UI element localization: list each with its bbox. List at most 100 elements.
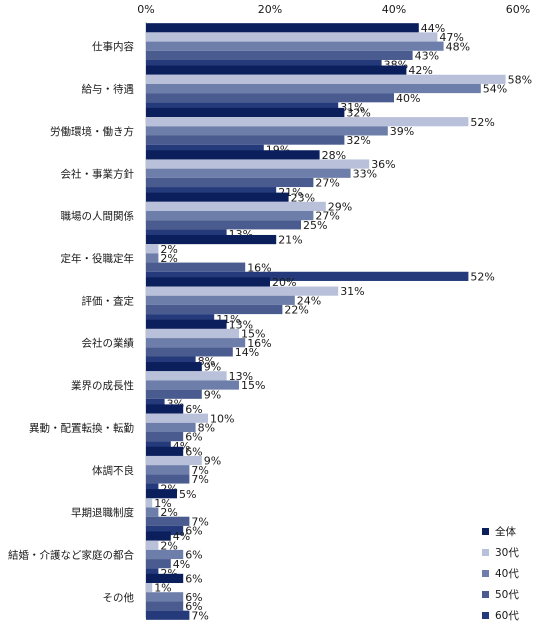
bar-5	[146, 525, 184, 536]
bar-2	[146, 498, 153, 508]
data-label: 27%	[315, 177, 339, 190]
category-label: 体調不良	[92, 464, 134, 477]
bar-2	[146, 413, 208, 423]
bar-5	[146, 483, 159, 493]
bar-3	[146, 83, 481, 94]
bar-3	[146, 253, 159, 263]
bar-1	[146, 65, 407, 75]
data-label: 7%	[191, 515, 208, 528]
data-label: 20%	[272, 276, 296, 289]
data-label: 15%	[241, 379, 265, 392]
bar-3	[146, 507, 159, 517]
data-label: 13%	[229, 370, 253, 383]
bar-3	[146, 380, 239, 390]
data-label: 24%	[297, 294, 321, 307]
bar-4	[146, 50, 413, 60]
bar-2	[146, 117, 469, 127]
data-label: 6%	[185, 600, 202, 613]
bar-5	[146, 144, 264, 154]
bar-4	[146, 559, 171, 569]
bar-2	[146, 286, 339, 296]
data-label: 6%	[185, 403, 202, 416]
data-label: 28%	[322, 149, 346, 162]
data-label: 2%	[160, 506, 177, 519]
category-label: 仕事内容	[92, 40, 134, 53]
data-label: 1%	[154, 582, 171, 595]
data-label: 29%	[328, 201, 352, 214]
category-label: 会社の業績	[82, 337, 135, 350]
data-label: 27%	[315, 210, 339, 223]
data-label: 6%	[185, 591, 202, 604]
bar-5	[146, 271, 469, 281]
legend-label: 全体	[495, 525, 516, 538]
bar-5	[146, 568, 159, 578]
bar-1	[146, 234, 277, 245]
data-label: 6%	[185, 431, 202, 444]
legend-swatch	[482, 528, 489, 535]
bar-1	[146, 489, 177, 499]
legend-swatch	[482, 570, 489, 577]
bar-5	[146, 398, 165, 409]
category-label: 労働環境・働き方	[50, 125, 134, 138]
data-label: 6%	[185, 445, 202, 458]
bar-2	[146, 74, 506, 84]
data-label: 2%	[160, 252, 177, 265]
data-label: 8%	[198, 355, 215, 368]
data-label: 44%	[421, 22, 445, 35]
bar-1	[146, 107, 345, 118]
data-label: 47%	[439, 31, 463, 44]
data-label: 33%	[353, 167, 377, 180]
legend-label: 30代	[495, 547, 519, 559]
bar-4	[146, 601, 184, 611]
x-tick-label: 0%	[137, 3, 154, 16]
bar-2	[146, 455, 202, 466]
bar-2	[146, 244, 159, 254]
data-label: 7%	[191, 464, 208, 477]
category-label: 会社・事業方針	[61, 167, 135, 180]
bar-4	[146, 347, 233, 357]
bar-1	[146, 319, 227, 329]
data-label: 6%	[185, 573, 202, 586]
bar-3	[146, 465, 190, 475]
data-label: 5%	[179, 488, 196, 501]
data-label: 58%	[508, 73, 532, 86]
data-label: 23%	[291, 191, 315, 204]
x-tick-label: 60%	[506, 3, 530, 16]
data-label: 40%	[396, 92, 420, 105]
bar-1	[146, 573, 184, 584]
legend-label: 60代	[495, 610, 519, 622]
data-label: 43%	[415, 49, 439, 62]
data-label: 52%	[470, 270, 494, 283]
bar-3	[146, 295, 295, 305]
category-label: 定年・役職定年	[61, 252, 135, 265]
bar-3	[146, 422, 196, 432]
data-label: 32%	[346, 134, 370, 147]
bar-4	[146, 93, 394, 103]
category-label: 職場の人間関係	[61, 210, 135, 223]
data-label: 6%	[185, 525, 202, 538]
data-label: 16%	[247, 261, 271, 274]
bar-2	[146, 159, 370, 169]
bar-2	[146, 32, 438, 42]
bar-4	[146, 389, 202, 399]
bar-3	[146, 592, 184, 602]
bar-3	[146, 211, 314, 221]
data-label: 32%	[346, 107, 370, 120]
legend-swatch	[482, 591, 489, 598]
bar-5	[146, 59, 382, 70]
bar-1	[146, 531, 171, 541]
category-label: 早期退職制度	[71, 506, 134, 519]
data-label: 10%	[210, 412, 234, 425]
data-label: 2%	[160, 243, 177, 256]
bar-5	[146, 102, 339, 112]
bar-2	[146, 328, 239, 339]
data-label: 2%	[160, 539, 177, 552]
bar-5	[146, 610, 190, 620]
data-label: 1%	[154, 497, 171, 510]
category-label: その他	[103, 591, 135, 604]
data-label: 7%	[191, 609, 208, 622]
data-label: 22%	[284, 304, 308, 317]
bar-4	[146, 220, 301, 230]
bar-1	[146, 362, 202, 372]
